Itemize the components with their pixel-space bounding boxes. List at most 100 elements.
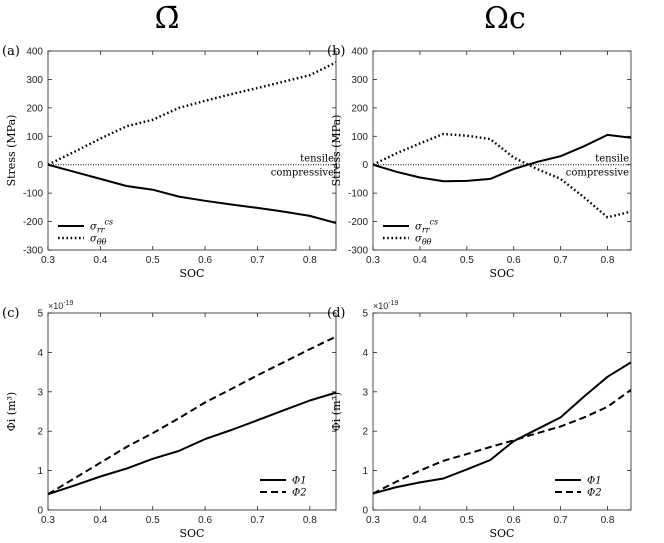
y-tick-label: 300: [351, 75, 368, 86]
x-tick-label: 0.3: [366, 255, 380, 266]
y-tick-label: 1: [362, 466, 368, 477]
plot-area: [372, 50, 632, 251]
x-tick-label: 0.4: [93, 515, 107, 526]
y-tick-label: 200: [351, 103, 368, 114]
x-axis-label: SOC: [180, 527, 205, 540]
x-tick-label: 0.8: [601, 515, 615, 526]
x-tick-label: 0.4: [93, 255, 107, 266]
y-tick-label: 0: [362, 160, 368, 171]
x-tick-label: 0.5: [460, 255, 474, 266]
x-tick-label: 0.7: [554, 255, 568, 266]
panel-label: (b): [327, 44, 345, 59]
x-tick-label: 0.8: [601, 255, 615, 266]
x-tick-label: 0.7: [554, 515, 568, 526]
y-exponent-label: ×10-19: [48, 300, 74, 311]
legend-label-2: σθθ: [415, 234, 432, 247]
y-tick-label: 0: [37, 160, 43, 171]
y-tick-label: 3: [37, 387, 43, 398]
panel-label: (a): [2, 44, 20, 59]
x-tick-label: 0.5: [460, 515, 474, 526]
y-axis-label: Φi (m³): [330, 392, 343, 431]
series-line-1: [373, 133, 631, 183]
chart-panel-2: 0.3 0.4 0.5 0.6 0.7 0.8 -300 -200 -100 0 100 200 300…: [327, 44, 632, 280]
series-line-1: [48, 391, 336, 496]
x-axis-label: SOC: [180, 267, 205, 280]
chart-panel-4: 0.3 0.4 0.5 0.6 0.7 0.8 0 1 2 3 4 5 ×10-19 SOC Φi (m³)…: [327, 300, 632, 540]
x-tick-label: 0.4: [413, 515, 427, 526]
x-tick-label: 0.7: [251, 515, 265, 526]
column-title-omega-bar: Ω̄: [155, 1, 180, 36]
panel-label: (d): [327, 306, 345, 321]
y-tick-label: 3: [362, 387, 368, 398]
series-line-1: [48, 163, 336, 224]
x-axis-label: SOC: [490, 267, 515, 280]
column-title-omega-c: Ωc: [484, 1, 526, 36]
chart-panel-1: 0.3 0.4 0.5 0.6 0.7 0.8 -300 -200 -100 0 100 200 300…: [2, 44, 337, 280]
y-tick-label: -300: [23, 246, 43, 257]
series-line-1: [373, 361, 631, 495]
annotation-tensile: tensile: [595, 154, 629, 165]
y-tick-label: 1: [37, 466, 43, 477]
y-tick-label: 100: [351, 132, 368, 143]
y-tick-label: -200: [348, 217, 368, 228]
y-tick-label: 0: [37, 506, 43, 517]
y-tick-label: 200: [26, 103, 43, 114]
legend-label-2: σθθ: [90, 234, 107, 247]
y-tick-label: -100: [23, 189, 43, 200]
x-tick-label: 0.6: [507, 255, 521, 266]
x-tick-label: 0.8: [303, 255, 317, 266]
legend-label-1: Φ1: [587, 476, 602, 487]
x-tick-label: 0.6: [507, 515, 521, 526]
y-tick-label: -100: [348, 189, 368, 200]
y-tick-label: -200: [23, 217, 43, 228]
x-tick-label: 0.5: [146, 255, 160, 266]
x-tick-label: 0.7: [251, 255, 265, 266]
series-line-2: [373, 388, 631, 495]
y-axis-label: Φi (m³): [5, 392, 18, 431]
plot-area: [47, 50, 337, 251]
x-tick-label: 0.6: [198, 515, 212, 526]
y-tick-label: 4: [37, 348, 43, 359]
annotation-compressive: compressive: [271, 168, 334, 179]
y-tick-label: 400: [351, 47, 368, 58]
x-tick-label: 0.4: [413, 255, 427, 266]
x-tick-label: 0.3: [366, 515, 380, 526]
legend-label-2: Φ2: [587, 488, 602, 499]
panel-label: (c): [2, 306, 19, 321]
y-tick-label: 100: [26, 132, 43, 143]
x-tick-label: 0.3: [41, 515, 55, 526]
x-axis-label: SOC: [490, 527, 515, 540]
series-line-2: [48, 335, 336, 496]
x-tick-label: 0.6: [198, 255, 212, 266]
y-exponent-label: ×10-19: [373, 300, 399, 311]
y-tick-label: 2: [37, 427, 43, 438]
chart-panel-3: 0.3 0.4 0.5 0.6 0.7 0.8 0 1 2 3 4 5 ×10-19 SOC Φi (m³)…: [2, 300, 337, 540]
legend-label-1: σrrcs: [90, 218, 113, 235]
annotation-compressive: compressive: [566, 168, 629, 179]
plot-area: [47, 312, 337, 511]
plot-area: [372, 312, 632, 511]
x-tick-label: 0.3: [41, 255, 55, 266]
y-axis-label: Stress (MPa): [330, 115, 343, 187]
series-line-2: [48, 61, 336, 166]
y-tick-label: 2: [362, 427, 368, 438]
y-tick-label: 4: [362, 348, 368, 359]
annotation-tensile: tensile: [300, 154, 334, 165]
legend-label-2: Φ2: [292, 488, 307, 499]
x-tick-label: 0.5: [146, 515, 160, 526]
series-line-2: [373, 132, 631, 219]
y-axis-label: Stress (MPa): [5, 115, 18, 187]
y-tick-label: 400: [26, 47, 43, 58]
y-tick-label: 5: [37, 309, 43, 320]
y-tick-label: -300: [348, 246, 368, 257]
y-tick-label: 0: [362, 506, 368, 517]
y-tick-label: 300: [26, 75, 43, 86]
legend-label-1: σrrcs: [415, 218, 438, 235]
y-tick-label: 5: [362, 309, 368, 320]
legend-label-1: Φ1: [292, 476, 307, 487]
